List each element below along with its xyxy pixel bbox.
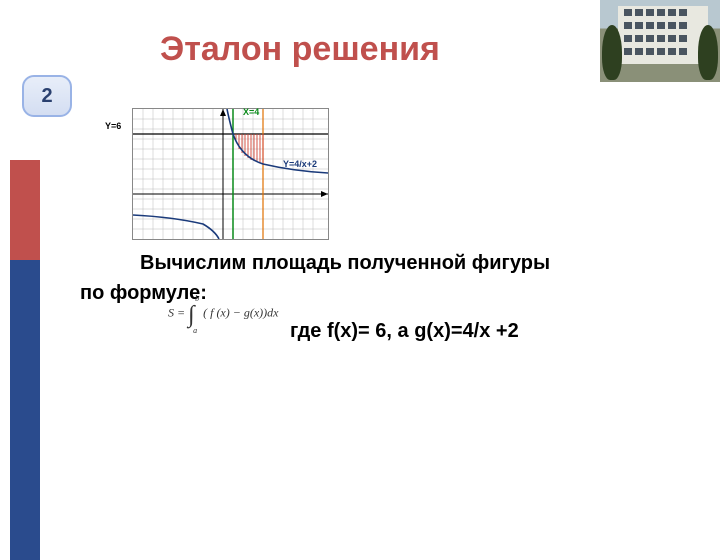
label-curve: Y=4/x+2 bbox=[283, 159, 317, 169]
label-x4: X=4 bbox=[243, 107, 259, 117]
slide-title: Эталон решения bbox=[160, 30, 440, 69]
graph-container: Y=6 X=4 Y=4/x+2 bbox=[132, 108, 329, 240]
integral-formula: S = ∫ b a ( f (x) − g(x))dx bbox=[168, 300, 279, 327]
slide-number-badge: 2 bbox=[22, 75, 72, 117]
formula-eq: = bbox=[177, 305, 185, 319]
grid-lines bbox=[133, 109, 328, 239]
tree-shape bbox=[602, 25, 622, 80]
body-text: Вычислим площадь полученной фигуры по фо… bbox=[80, 248, 680, 308]
building-shape bbox=[618, 6, 708, 64]
formula-S: S bbox=[168, 305, 174, 319]
tree-shape bbox=[698, 25, 718, 80]
curve-left bbox=[133, 215, 219, 239]
label-y6: Y=6 bbox=[105, 121, 121, 131]
stripe-red bbox=[10, 160, 40, 260]
where-text: где f(x)= 6, а g(x)=4/x +2 bbox=[290, 320, 519, 343]
slide-number: 2 bbox=[41, 85, 52, 108]
formula-body: ( f (x) − g(x))dx bbox=[203, 305, 278, 319]
formula-upper: b bbox=[195, 294, 199, 303]
body-line1: Вычислим площадь полученной фигуры bbox=[140, 252, 550, 274]
stripe-blue bbox=[10, 260, 40, 560]
graph-svg bbox=[133, 109, 328, 239]
corner-photo bbox=[600, 0, 720, 82]
side-accent-stripe bbox=[10, 160, 40, 560]
formula-lower: a bbox=[193, 326, 197, 335]
